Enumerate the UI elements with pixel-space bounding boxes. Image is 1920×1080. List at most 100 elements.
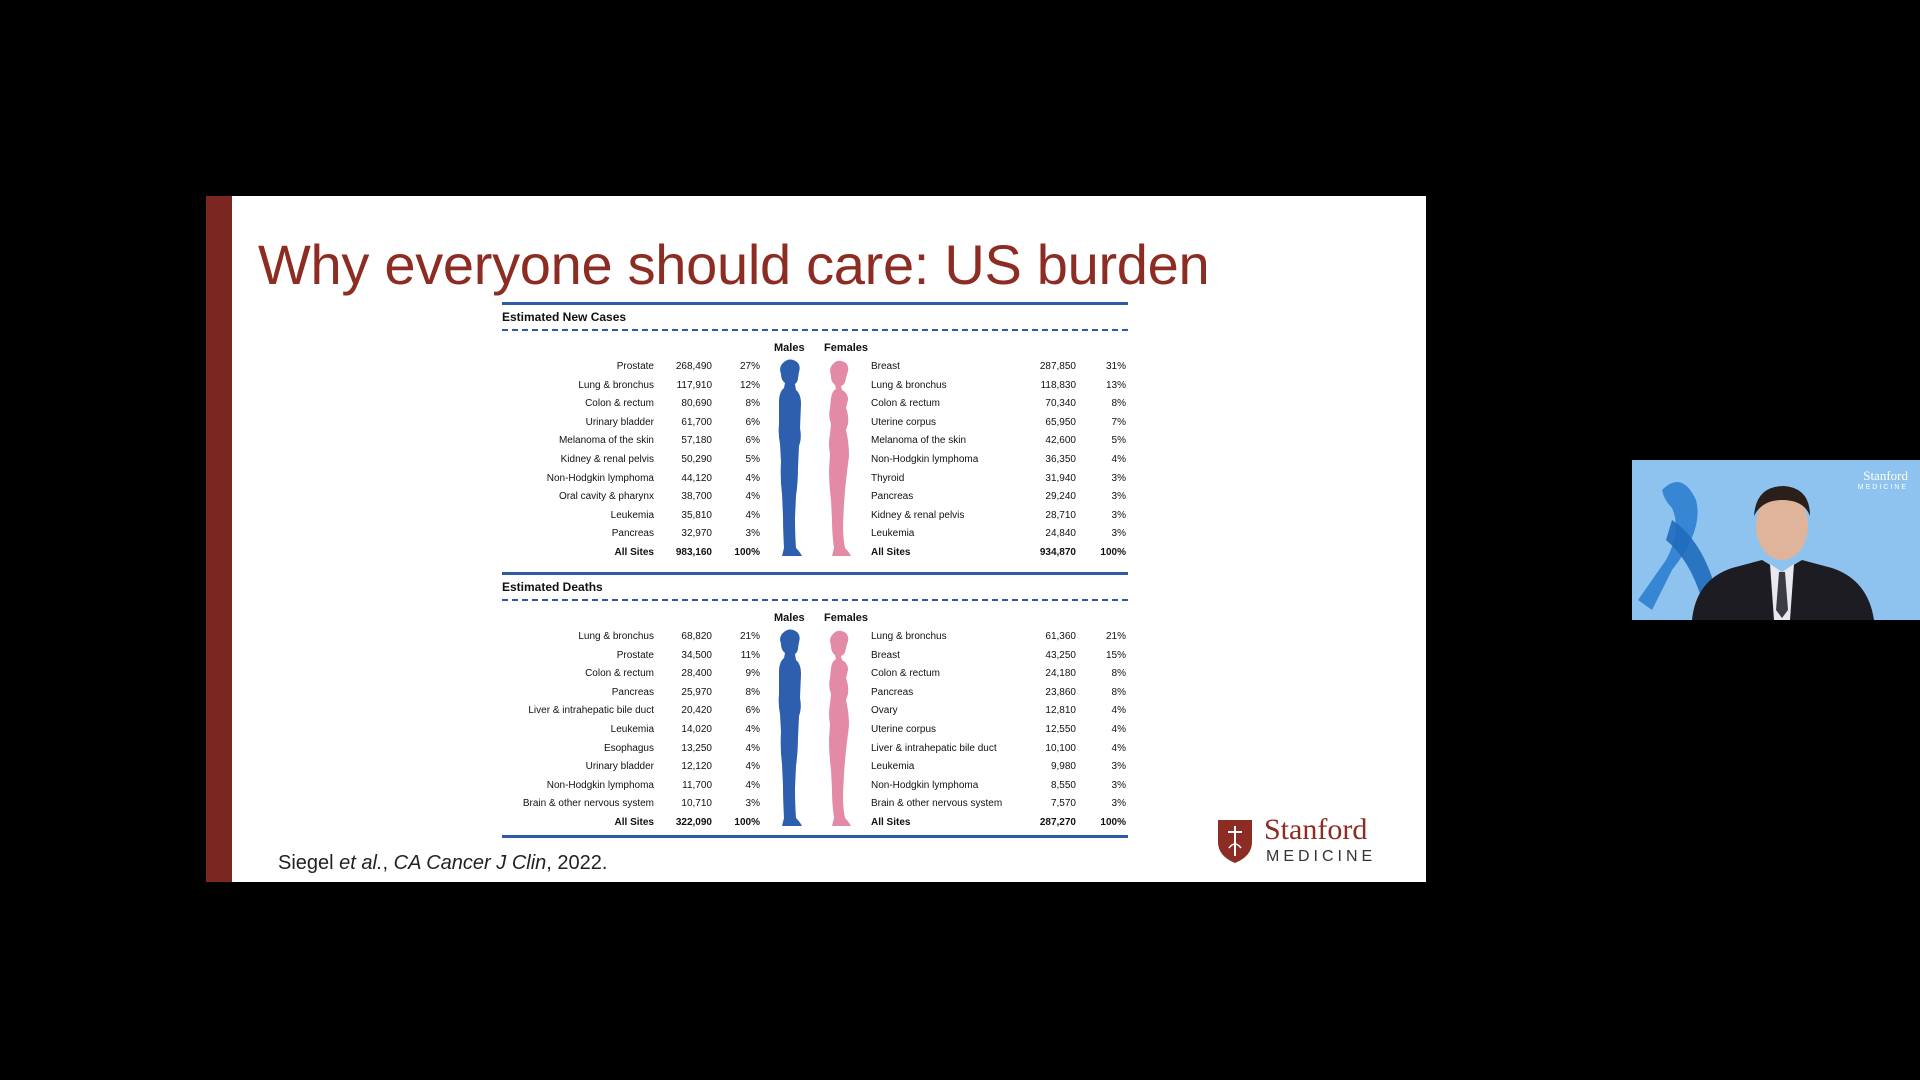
male-percent: 12% (739, 379, 760, 391)
table-bottom-rule (502, 835, 1128, 838)
table-row: Prostate 34,500 11% Breast 43,250 15% (502, 647, 1128, 666)
male-site: Urinary bladder (585, 761, 654, 773)
citation-sep: , (382, 852, 394, 874)
male-site: Colon & rectum (585, 398, 654, 410)
female-percent: 5% (1111, 435, 1126, 447)
table-row: Colon & rectum 80,690 8% Colon & rectum 70,3… (502, 395, 1128, 414)
female-count: 287,850 (1039, 361, 1076, 372)
section-dashed-rule (502, 329, 1128, 331)
females-header: Females (824, 342, 869, 354)
male-site: Esophagus (603, 742, 654, 754)
speaker-video-image (1638, 482, 1874, 620)
female-percent: 8% (1111, 686, 1126, 698)
table-row: Esophagus 13,250 4% Liver & intrahepatic bi… (502, 740, 1128, 759)
female-site: Colon & rectum (871, 668, 940, 680)
speaker-webcam[interactable]: Stanford MEDICINE (1632, 460, 1920, 620)
female-count: 24,840 (1045, 528, 1076, 540)
female-count: 9,980 (1050, 761, 1076, 773)
male-site: Melanoma of the skin (558, 435, 654, 447)
male-percent: 9% (745, 668, 760, 680)
female-percent: 7% (1111, 416, 1126, 428)
female-percent: 4% (1111, 705, 1126, 717)
female-site: All Sites (871, 546, 911, 558)
male-site: Leukemia (610, 509, 654, 521)
female-silhouette-icon (829, 360, 851, 556)
citation-author: Siegel (278, 852, 340, 874)
female-site: Non-Hodgkin lymphoma (871, 453, 979, 465)
table-row: Kidney & renal pelvis 50,290 5% Non-Hodgkin… (502, 451, 1128, 470)
female-site: Brain & other nervous system (871, 798, 1003, 810)
female-site: Uterine corpus (871, 723, 937, 735)
citation-journal: CA Cancer J Clin (393, 852, 547, 874)
female-count: 12,550 (1045, 723, 1076, 735)
male-site: Non-Hodgkin lymphoma (546, 472, 654, 484)
male-site: All Sites (614, 816, 654, 828)
female-site: Pancreas (871, 491, 914, 503)
webcam-logo-sub: MEDICINE (1857, 484, 1908, 491)
male-site: Leukemia (610, 723, 654, 735)
male-count: 50,290 (681, 453, 712, 465)
male-count: 268,490 (675, 361, 712, 372)
male-percent: 6% (745, 416, 760, 428)
table-row: Lung & bronchus 117,910 12% Lung & bronchus… (502, 377, 1128, 396)
female-count: 12,810 (1045, 705, 1076, 717)
deaths-section: Estimated Deaths Males Females Lung & br… (502, 572, 1128, 828)
female-count: 31,940 (1045, 472, 1076, 484)
table-row: Leukemia 35,810 4% Kidney & renal pelvis 28,… (502, 507, 1128, 526)
table-row: Non-Hodgkin lymphoma 11,700 4% Non-Hodgkin … (502, 777, 1128, 796)
male-count: 12,120 (681, 761, 712, 773)
female-percent: 8% (1111, 668, 1126, 680)
female-percent: 100% (1100, 816, 1126, 828)
male-count: 32,970 (681, 528, 712, 540)
males-header: Males (774, 612, 805, 624)
table-row: Brain & other nervous system 10,710 3% Brai… (502, 795, 1128, 814)
female-site: Leukemia (871, 761, 915, 773)
male-site: Brain & other nervous system (522, 798, 654, 810)
male-count: 38,700 (681, 491, 712, 503)
female-percent: 100% (1100, 546, 1126, 558)
male-count: 35,810 (681, 509, 712, 521)
presentation-slide: Why everyone should care: US burden Esti… (206, 196, 1426, 882)
male-percent: 4% (745, 509, 760, 521)
male-count: 322,090 (675, 816, 712, 828)
male-percent: 4% (745, 472, 760, 484)
male-count: 57,180 (681, 435, 712, 447)
female-site: Melanoma of the skin (871, 435, 967, 447)
female-percent: 21% (1105, 631, 1126, 642)
male-percent: 4% (745, 723, 760, 735)
male-percent: 8% (745, 686, 760, 698)
female-site: Ovary (871, 705, 898, 717)
female-site: Leukemia (871, 528, 915, 540)
male-count: 13,250 (681, 742, 712, 754)
male-site: Lung & bronchus (578, 631, 654, 642)
male-site: Kidney & renal pelvis (560, 453, 654, 465)
table-row: Pancreas 25,970 8% Pancreas 23,860 8% (502, 684, 1128, 703)
male-count: 34,500 (681, 649, 712, 661)
female-percent: 3% (1111, 509, 1126, 521)
male-percent: 21% (739, 631, 760, 642)
males-header: Males (774, 342, 805, 354)
logo-subtitle: MEDICINE (1266, 848, 1377, 865)
section-top-rule (502, 572, 1128, 575)
female-percent: 3% (1111, 761, 1126, 773)
female-count: 10,100 (1045, 742, 1076, 754)
male-percent: 100% (734, 546, 760, 558)
female-site: All Sites (871, 816, 911, 828)
female-count: 36,350 (1045, 453, 1076, 465)
male-count: 20,420 (681, 705, 712, 717)
table-total-row: All Sites 983,160 100% All Sites 934,870 100% (502, 544, 1128, 563)
male-count: 14,020 (681, 723, 712, 735)
webcam-stanford-logo: Stanford MEDICINE (1857, 468, 1908, 494)
female-percent: 3% (1111, 779, 1126, 791)
webcam-logo-word: Stanford (1863, 468, 1908, 483)
female-site: Lung & bronchus (871, 631, 947, 642)
female-count: 70,340 (1045, 398, 1076, 410)
male-percent: 5% (745, 453, 760, 465)
male-count: 983,160 (675, 546, 712, 558)
male-site: Lung & bronchus (578, 379, 654, 391)
females-header: Females (824, 612, 869, 624)
male-site: Oral cavity & pharynx (558, 491, 654, 503)
female-percent: 4% (1111, 742, 1126, 754)
female-count: 7,570 (1050, 798, 1076, 810)
male-percent: 3% (745, 528, 760, 540)
